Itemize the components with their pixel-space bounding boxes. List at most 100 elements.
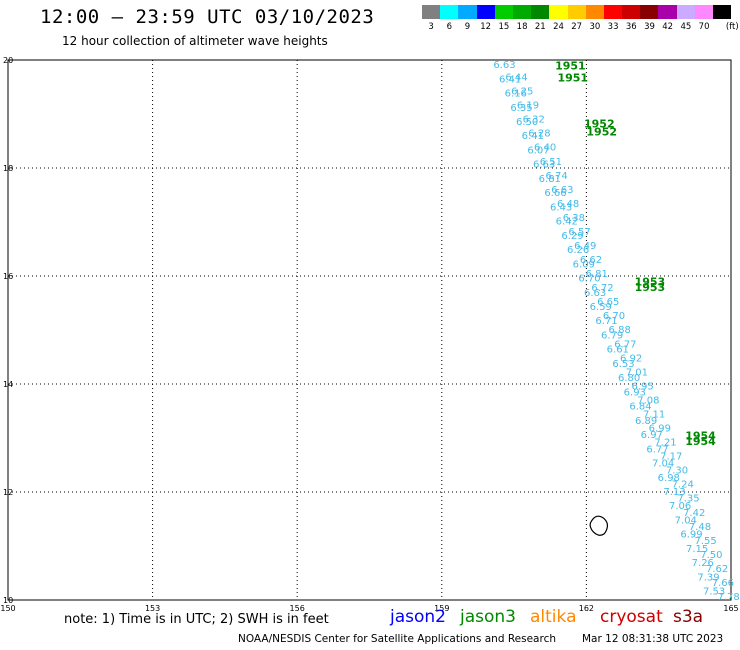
swh-label: 7.06 <box>669 501 691 512</box>
swh-label: 6.19 <box>517 101 539 112</box>
legend-swatch <box>603 5 623 19</box>
island-path <box>589 515 609 536</box>
swh-label: 6.49 <box>574 241 596 252</box>
swh-label: 7.08 <box>637 395 659 406</box>
swh-label: 6.93 <box>624 387 646 398</box>
legend-swatch <box>658 5 677 19</box>
legend-label: 42 <box>662 22 674 32</box>
credit-text: NOAA/NESDIS Center for Satellite Applica… <box>238 633 556 645</box>
swh-label: 6.32 <box>523 115 545 126</box>
legend-label: 18 <box>516 22 528 32</box>
swh-label: 6.80 <box>618 373 640 384</box>
satellite-tracks: 6.636.416.166.356.506.416.076.636.816.66… <box>493 60 739 603</box>
legend-label: (ft) <box>725 22 739 32</box>
legend-label: 15 <box>498 22 510 32</box>
legend-swatch <box>422 5 441 19</box>
swh-label: 7.35 <box>677 494 699 505</box>
swh-label: 6.40 <box>534 143 556 154</box>
legend-swatch <box>549 5 568 19</box>
legend-label: 3 <box>428 22 434 32</box>
lat-tick-label: 16 <box>3 272 13 281</box>
swh-label: 6.50 <box>516 117 538 128</box>
swh-label: 6.59 <box>590 302 612 313</box>
swh-label: 6.51 <box>540 157 562 168</box>
island-outline <box>589 515 609 536</box>
swh-label: 6.72 <box>591 283 613 294</box>
swh-label: 6.89 <box>635 416 657 427</box>
swh-label: 6.63 <box>551 185 573 196</box>
swh-label: 6.84 <box>629 402 651 413</box>
swh-label: 6.92 <box>620 353 642 364</box>
pass-time-label: 1952 <box>584 118 615 131</box>
legend-swatch <box>713 5 732 19</box>
swh-label: 6.61 <box>607 345 629 356</box>
swh-label: 6.29 <box>561 231 583 242</box>
swh-label: 7.55 <box>695 536 717 547</box>
pass-time-label: 1951 <box>555 60 586 73</box>
swh-label: 6.26 <box>567 245 589 256</box>
swh-label: 6.41 <box>499 74 521 85</box>
color-legend-labels: 3 6 9 12 15 18 21 24 27 30 33 36 39 42 45 70 (ft) <box>422 22 740 34</box>
lon-tick-label: 150 <box>0 604 15 613</box>
swh-label: 6.98 <box>658 473 680 484</box>
swh-label: 6.63 <box>533 160 555 171</box>
swh-label: 7.13 <box>663 487 685 498</box>
satellite-name-s3a: s3a <box>673 607 704 627</box>
swh-label: 7.17 <box>660 452 682 463</box>
pass-time-label: 1952 <box>586 126 617 139</box>
swh-label: 6.97 <box>641 430 663 441</box>
swh-label: 7.04 <box>675 515 697 526</box>
pass-time-label: 1954 <box>685 430 716 443</box>
lon-tick-label: 162 <box>579 604 594 613</box>
legend-label: 9 <box>464 22 471 32</box>
satellite-name-altika: altika <box>530 607 577 627</box>
legend-swatch <box>458 5 477 19</box>
swh-label: 6.66 <box>544 188 566 199</box>
swh-label: 6.42 <box>556 217 578 228</box>
legend-swatch <box>622 5 641 19</box>
legend-label: 39 <box>644 22 655 32</box>
legend-swatch <box>694 5 713 19</box>
swh-label: 6.62 <box>580 255 602 266</box>
legend-label: 27 <box>571 22 583 32</box>
swh-label: 7.26 <box>692 558 714 569</box>
lon-tick-label: 159 <box>434 604 449 613</box>
swh-label: 6.81 <box>539 174 561 185</box>
lat-tick-label: 20 <box>3 56 13 65</box>
swh-label: 6.07 <box>527 145 549 156</box>
axis-labels: 150 153 156 159 162 165 20 18 16 14 12 10 <box>0 56 738 613</box>
swh-label: 6.99 <box>649 424 671 435</box>
swh-label: 6.79 <box>601 330 623 341</box>
swh-label: 6.43 <box>550 202 572 213</box>
pass-time-label: 1953 <box>635 281 666 294</box>
swh-label: 6.57 <box>568 227 590 238</box>
swh-label: 7.04 <box>652 459 674 470</box>
legend-swatch <box>567 5 586 19</box>
legend-swatch <box>640 5 659 19</box>
lat-tick-label: 10 <box>3 596 13 605</box>
swh-label: 7.78 <box>717 592 739 603</box>
map-grid <box>7 59 732 601</box>
legend-label: 70 <box>698 22 710 32</box>
legend-label: 6 <box>446 22 453 32</box>
footer-note: note: 1) Time is in UTC; 2) SWH is in fe… <box>64 612 329 627</box>
swh-label: 6.35 <box>510 103 532 114</box>
swh-label: 6.88 <box>609 325 631 336</box>
generated-timestamp: Mar 12 08:31:38 UTC 2023 <box>582 633 724 645</box>
swh-label: 6.25 <box>511 87 533 98</box>
swh-label: 7.21 <box>654 438 676 449</box>
swh-label: 6.74 <box>546 171 568 182</box>
lat-tick-label: 18 <box>3 164 13 173</box>
lat-tick-label: 12 <box>3 488 13 497</box>
swh-label: 6.81 <box>586 269 608 280</box>
legend-label: 12 <box>480 22 492 32</box>
swh-label: 7.50 <box>700 550 722 561</box>
swh-label: 7.42 <box>683 508 705 519</box>
swh-label: 7.24 <box>672 480 694 491</box>
swh-label: 6.09 <box>573 259 595 270</box>
legend-label: 30 <box>589 22 601 32</box>
legend-swatch <box>494 5 513 19</box>
legend-swatch <box>512 5 532 19</box>
swh-label: 6.28 <box>528 129 550 140</box>
